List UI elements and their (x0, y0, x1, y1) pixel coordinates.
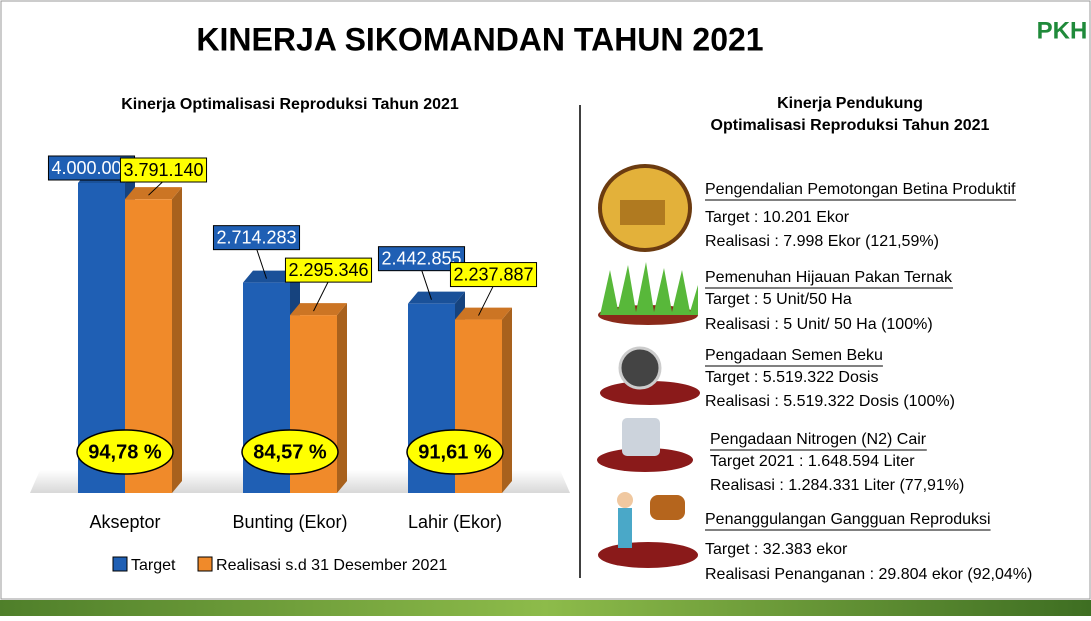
value-label: 2.237.887 (453, 264, 533, 284)
item-line: Realisasi Penanganan : 29.804 ekor (92,0… (705, 566, 1032, 583)
value-label-box (284, 257, 373, 283)
legend-swatch (112, 556, 128, 572)
percent-badge (406, 429, 504, 475)
legend-label: Realisasi s.d 31 Desember 2021 (216, 557, 447, 574)
label-leader (421, 269, 432, 300)
percent-label: 91,61 % (418, 441, 492, 463)
icon-semen (600, 346, 700, 405)
label-leader (256, 248, 267, 279)
value-label-box (212, 225, 301, 251)
percent-badge (76, 429, 174, 475)
icon-vet (598, 492, 698, 568)
frame (0, 0, 1091, 600)
value-label-box (119, 157, 208, 183)
logo: PKH (1037, 17, 1088, 44)
item-heading: Pengendalian Pemotongan Betina Produktif (705, 181, 1016, 198)
item-line: Target : 5 Unit/50 Ha (705, 291, 852, 308)
item-line: Realisasi : 7.998 Ekor (121,59%) (705, 233, 939, 250)
bar-top (290, 303, 347, 316)
item-heading: Pengadaan Nitrogen (N2) Cair (710, 431, 927, 448)
item-line: Realisasi : 1.284.331 Liter (77,91%) (710, 477, 964, 494)
value-label: 3.791.140 (123, 160, 203, 180)
x-tick-label: Akseptor (89, 512, 160, 532)
bar-top (455, 307, 512, 320)
percent-badge (241, 429, 339, 475)
grass-strip (0, 600, 1091, 616)
item-heading: Penanggulangan Gangguan Reproduksi (705, 511, 991, 528)
item-line: Target : 32.383 ekor (705, 541, 848, 558)
item-line: Realisasi : 5.519.322 Dosis (100%) (705, 393, 955, 410)
item-line: Target 2021 : 1.648.594 Liter (710, 453, 915, 470)
x-tick-label: Bunting (Ekor) (232, 512, 347, 532)
value-label-box (449, 262, 538, 288)
item-heading: Pemenuhan Hijauan Pakan Ternak (705, 269, 953, 286)
label-leader (148, 180, 164, 196)
x-tick-label: Lahir (Ekor) (408, 512, 502, 532)
item-line: Realisasi : 5 Unit/ 50 Ha (100%) (705, 316, 933, 333)
bar-top (408, 291, 465, 304)
item-line: Target : 5.519.322 Dosis (705, 369, 878, 386)
bar-side (172, 187, 182, 493)
percent-label: 84,57 % (253, 441, 327, 463)
value-label: 2.295.346 (288, 260, 368, 280)
bar-side (337, 303, 347, 493)
panel-title: Optimalisasi Reproduksi Tahun 2021 (711, 117, 990, 134)
bar-top (125, 187, 182, 200)
icon-cow (598, 164, 692, 252)
icon-grass (598, 262, 698, 325)
bar-side (502, 307, 512, 493)
value-label: 2.714.283 (216, 227, 296, 247)
legend: Target Realisasi s.d 31 Desember 2021 (112, 556, 447, 574)
slide-title: KINERJA SIKOMANDAN TAHUN 2021 (196, 21, 763, 57)
panel-title: Kinerja Pendukung (777, 95, 923, 112)
chart-title: Kinerja Optimalisasi Reproduksi Tahun 20… (121, 96, 459, 113)
value-label: 2.442.855 (381, 248, 461, 268)
legend-swatch (197, 556, 213, 572)
label-leader (313, 280, 329, 312)
label-leader (478, 285, 494, 316)
value-label: 4.000.000 (51, 158, 131, 178)
item-heading: Pengadaan Semen Beku (705, 347, 883, 364)
icon-nitrogen (597, 418, 693, 472)
item-line: Target : 10.201 Ekor (705, 209, 850, 226)
percent-label: 94,78 % (88, 441, 162, 463)
legend-label: Target (131, 557, 176, 574)
